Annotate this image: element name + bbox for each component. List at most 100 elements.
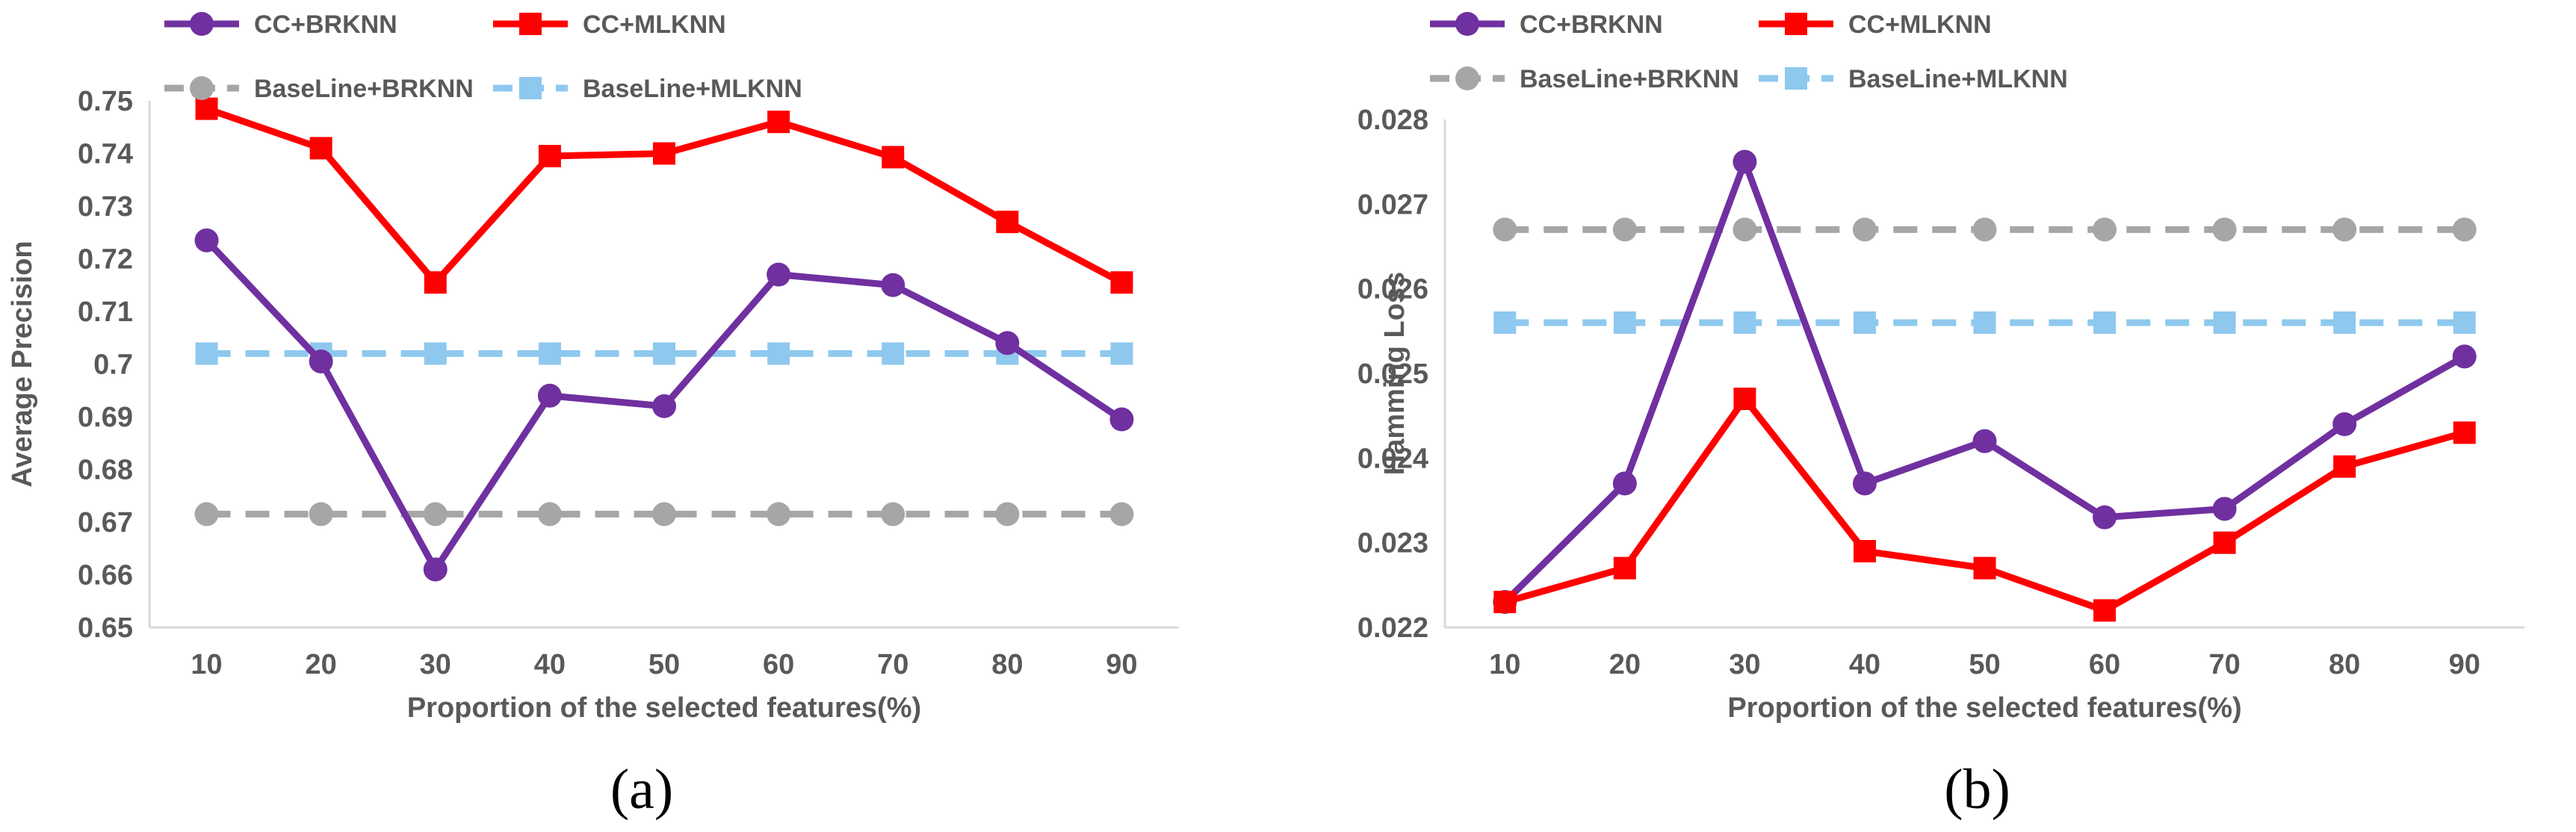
legend-item: CC+BRKNN <box>1430 10 1663 39</box>
legend-label: CC+MLKNN <box>583 10 726 39</box>
x-tick-label: 30 <box>1729 649 1760 680</box>
y-tick-label: 0.67 <box>78 507 133 538</box>
x-tick-label: 70 <box>877 649 908 680</box>
data-point <box>1852 217 1877 242</box>
legend-marker <box>1785 13 1807 35</box>
x-tick-label: 40 <box>534 649 566 680</box>
data-point <box>1733 217 1757 242</box>
data-point <box>1109 502 1134 527</box>
data-point <box>1733 149 1757 174</box>
y-tick-label: 0.028 <box>1357 105 1428 136</box>
legend-marker <box>190 76 214 100</box>
data-point <box>1973 556 1996 580</box>
series-baseline-mlknn <box>195 342 1133 365</box>
data-point <box>995 502 1020 527</box>
series-line <box>205 105 1124 286</box>
data-point <box>1493 311 1517 334</box>
data-point <box>194 502 219 527</box>
x-tick-label: 50 <box>1969 649 2000 680</box>
data-point <box>882 146 905 169</box>
data-point <box>2453 421 2476 444</box>
chart-a-svg: 0.65 0.66 0.67 0.68 0.69 0.7 0.71 0.72 0.73 0.74 0… <box>7 10 1179 821</box>
y-tick-label: 0.69 <box>78 402 133 433</box>
data-point <box>1612 471 1637 496</box>
legend-label: CC+BRKNN <box>1520 10 1663 39</box>
legend-item: CC+MLKNN <box>493 10 726 39</box>
legend-label: BaseLine+BRKNN <box>1520 65 1739 93</box>
y-tick-label: 0.022 <box>1357 612 1428 644</box>
data-point <box>1613 311 1636 334</box>
data-point <box>538 145 561 168</box>
series-baseline-brknn <box>194 502 1134 527</box>
y-tick-label: 0.023 <box>1357 528 1428 559</box>
data-point <box>1733 311 1756 334</box>
chart-b-svg: 0.022 0.023 0.024 0.025 0.026 0.027 0.028 10 20 3… <box>1357 10 2524 821</box>
data-point <box>1853 311 1876 334</box>
data-point <box>309 349 333 373</box>
y-tick-label: 0.75 <box>78 86 133 117</box>
chart-panel-a: 0.65 0.66 0.67 0.68 0.69 0.7 0.71 0.72 0.73 0.74 0… <box>7 10 1179 821</box>
data-point <box>881 273 905 297</box>
data-point <box>1612 217 1637 242</box>
data-point <box>1852 471 1877 496</box>
legend-item: CC+BRKNN <box>164 10 397 39</box>
y-tick-label: 0.71 <box>78 297 133 328</box>
x-tick-label: 90 <box>2449 649 2480 680</box>
data-point <box>653 142 675 165</box>
data-point <box>424 342 447 365</box>
y-tick-label: 0.68 <box>78 455 133 486</box>
series-cc-brknn <box>1493 149 2477 614</box>
data-point <box>2093 505 2117 530</box>
legend-marker <box>519 77 542 99</box>
data-point <box>1853 540 1876 562</box>
chart-panel-b: 0.022 0.023 0.024 0.025 0.026 0.027 0.028 10 20 3… <box>1288 0 2576 832</box>
y-tick-label: 0.027 <box>1357 189 1428 220</box>
y-tick-label: 0.73 <box>78 191 133 223</box>
data-point <box>2213 311 2236 334</box>
x-tick-label: 70 <box>2208 649 2240 680</box>
legend-marker <box>190 12 214 36</box>
legend-item: BaseLine+MLKNN <box>1759 65 2068 93</box>
data-point <box>537 383 562 408</box>
data-point <box>309 502 333 527</box>
data-point <box>2212 217 2237 242</box>
legend-label: CC+BRKNN <box>254 10 397 39</box>
y-tick-label: 0.72 <box>78 244 133 276</box>
legend-label: BaseLine+MLKNN <box>583 75 802 103</box>
data-point <box>1110 342 1133 365</box>
y-axis-label: Average Precision <box>7 240 38 487</box>
series-baseline-mlknn <box>1493 311 2476 334</box>
data-point <box>652 502 676 527</box>
x-axis-label: Proportion of the selected features(%) <box>407 692 921 724</box>
data-point <box>2452 344 2477 369</box>
x-tick-label: 40 <box>1849 649 1880 680</box>
data-point <box>1733 388 1756 410</box>
legend-marker <box>1785 67 1807 90</box>
data-point <box>2212 497 2237 521</box>
data-point <box>2093 217 2117 242</box>
legend-item: BaseLine+MLKNN <box>493 75 802 103</box>
legend-item: CC+MLKNN <box>1759 10 1992 39</box>
data-point <box>537 502 562 527</box>
x-axis-label: Proportion of the selected features(%) <box>1727 692 2241 724</box>
data-point <box>2333 455 2356 478</box>
y-tick-label: 0.65 <box>78 612 133 644</box>
legend-item: BaseLine+BRKNN <box>164 75 474 103</box>
x-tick-label: 50 <box>648 649 680 680</box>
data-point <box>194 228 219 252</box>
legend-label: CC+MLKNN <box>1848 10 1992 39</box>
y-tick-label: 0.024 <box>1357 443 1428 474</box>
legend-marker <box>519 13 542 35</box>
y-tick-label: 0.7 <box>93 350 133 381</box>
x-tick-label: 10 <box>191 649 222 680</box>
data-point <box>653 342 675 365</box>
x-tick-label: 80 <box>991 649 1023 680</box>
data-point <box>767 502 791 527</box>
series-cc-brknn <box>194 228 1134 582</box>
data-point <box>652 394 676 418</box>
series-cc-mlknn <box>195 97 1133 294</box>
panel-caption: (b) <box>1944 758 2010 821</box>
data-point <box>309 137 332 160</box>
data-point <box>1972 429 1997 453</box>
x-tick-label: 80 <box>2329 649 2360 680</box>
